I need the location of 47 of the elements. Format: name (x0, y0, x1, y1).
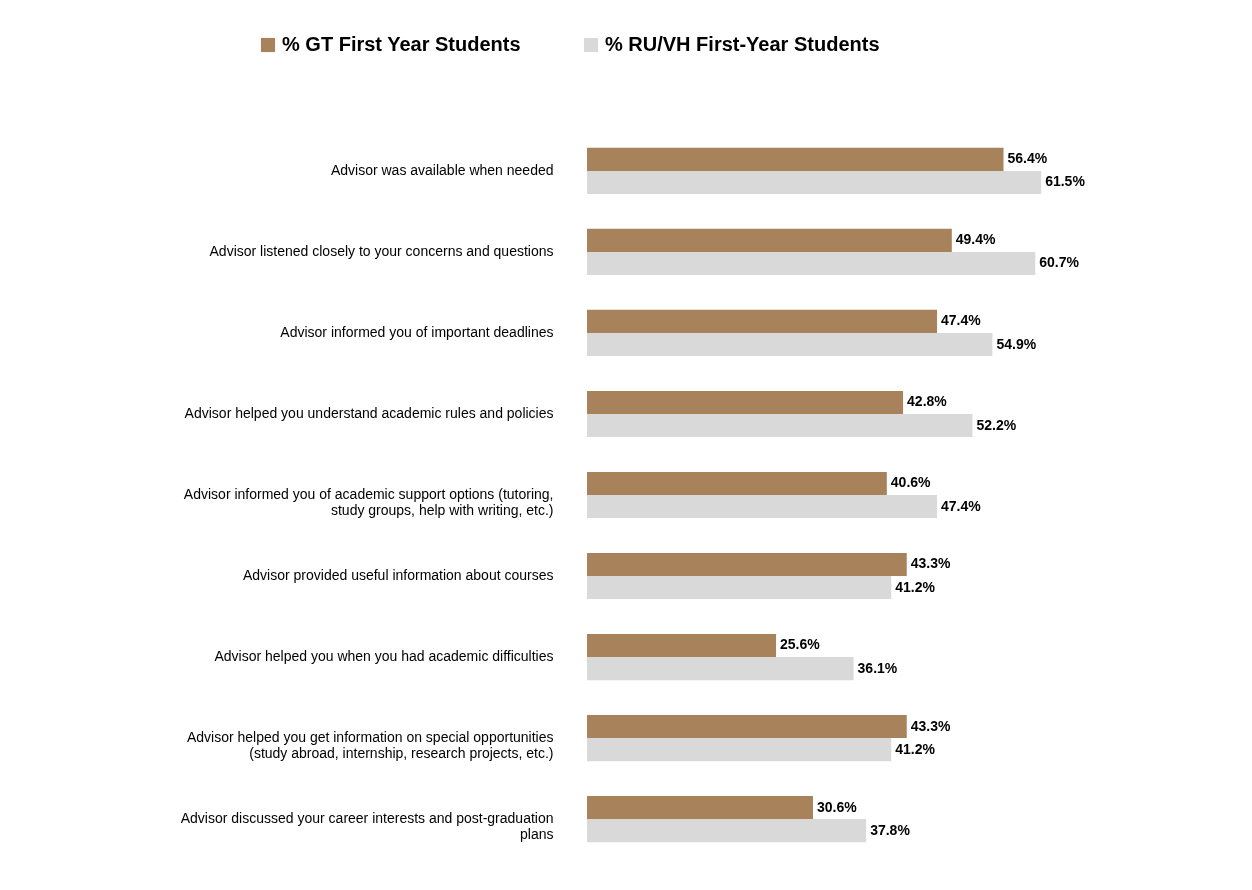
bar (587, 309, 938, 333)
bar (587, 170, 1042, 195)
y-tick-label: Advisor was available when needed (330, 161, 554, 178)
bar (587, 738, 892, 762)
data-label: 49.4% (955, 231, 997, 248)
bar (587, 657, 854, 681)
bar (587, 390, 904, 414)
y-tick-label: Advisor informed you of important deadlines (280, 323, 554, 340)
data-label: 43.3% (910, 717, 951, 734)
data-label: 42.8% (907, 393, 948, 410)
data-label: 54.9% (996, 335, 1037, 352)
data-label: 56.4% (1007, 150, 1048, 167)
bar (587, 147, 1004, 171)
data-label: 47.4% (941, 497, 982, 514)
y-tick-label: Advisor helped you understand academic rules and policies (184, 404, 554, 421)
bar (587, 495, 938, 519)
bar (587, 332, 993, 357)
data-label: 25.6% (780, 636, 821, 653)
data-label: 60.7% (1039, 254, 1080, 271)
bar (587, 714, 907, 739)
data-label: 43.3% (910, 555, 951, 572)
y-tick-label: Advisor listened closely to your concerns and questions (209, 242, 554, 259)
data-label: 61.5% (1045, 173, 1086, 190)
bar (587, 633, 777, 658)
bar (587, 413, 973, 438)
y-tick-label: Advisor discussed your career interests and post-graduation plans (180, 810, 554, 843)
y-tick-label: Advisor informed you of academic support options (tutoring, study groups, help with writing, etc.) (183, 486, 554, 518)
bar (587, 795, 813, 820)
y-tick-label: Advisor helped you get information on special opportunities (study abroad, internship, research projects, etc.) (186, 729, 554, 762)
data-label: 41.2% (895, 578, 936, 595)
y-tick-label: Advisor provided useful information about courses (242, 567, 554, 584)
data-label: 40.6% (890, 474, 932, 491)
data-label: 36.1% (857, 659, 898, 676)
bar (587, 552, 907, 577)
bar (587, 251, 1036, 276)
legend-label: % GT First Year Students (282, 33, 521, 55)
data-label: 47.4% (941, 312, 982, 329)
y-tick-label: Advisor helped you when you had academic difficulties (214, 648, 554, 665)
data-label: 41.2% (895, 740, 936, 757)
bar (587, 471, 887, 495)
data-label: 37.8% (870, 821, 911, 838)
bar (587, 576, 892, 600)
legend-label: % RU/VH First-Year Students (605, 33, 880, 55)
bar (587, 228, 952, 252)
bar (587, 819, 867, 843)
data-label: 52.2% (976, 416, 1017, 433)
data-label: 30.6% (816, 798, 858, 815)
